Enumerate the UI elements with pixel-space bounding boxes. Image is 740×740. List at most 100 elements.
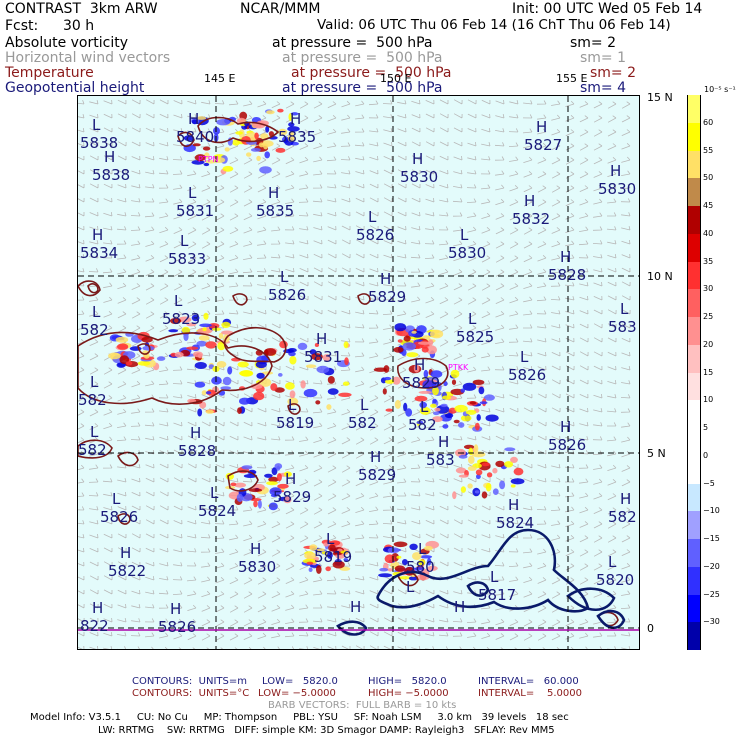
vorticity-cell <box>224 147 230 152</box>
lat-label-15n: 15 N <box>647 91 673 104</box>
vorticity-cell <box>460 388 466 393</box>
vorticity-cell <box>398 576 412 580</box>
vorticity-cell <box>396 555 402 559</box>
vorticity-cell <box>467 483 473 489</box>
vorticity-cell <box>288 122 295 127</box>
vorticity-cell <box>432 416 443 423</box>
vorticity-cell <box>467 466 477 471</box>
colorbar-swatch <box>687 261 701 290</box>
vorticity-cell <box>250 148 261 152</box>
high-marker: H <box>412 150 423 168</box>
plot-title: CONTRAST 3km ARW <box>5 1 158 17</box>
vorticity-cell <box>483 394 495 401</box>
footer-temp-high: HIGH= −5.0000 <box>368 688 449 699</box>
height-center-value: 582 <box>348 414 377 432</box>
vorticity-cell <box>156 356 166 361</box>
colorbar-swatch <box>687 400 701 428</box>
vorticity-cell <box>315 400 321 405</box>
height-center-value: 5819 <box>314 548 352 566</box>
colorbar-swatch <box>687 317 701 345</box>
height-center-value: 5830 <box>598 180 636 198</box>
vorticity-cell <box>308 567 313 572</box>
low-marker: L <box>210 484 219 502</box>
vorticity-cell <box>181 326 191 334</box>
vorticity-cell <box>306 561 314 565</box>
height-center-value: 5825 <box>456 328 494 346</box>
footer-temp-contour-label: CONTOURS: UNITS=°C <box>132 688 250 699</box>
vorticity-cell <box>290 112 299 116</box>
height-center-value: 5830 <box>448 244 486 262</box>
vorticity-cell <box>495 460 505 468</box>
station-label: PTPN <box>198 155 219 164</box>
vorticity-cell <box>283 471 292 478</box>
vorticity-cell <box>504 461 514 468</box>
vorticity-cell <box>263 143 269 150</box>
vorticity-cell <box>469 401 477 405</box>
high-marker: H <box>268 184 279 202</box>
low-marker: L <box>468 310 477 328</box>
vorticity-shading-layer <box>108 108 525 581</box>
vorticity-cell <box>255 361 267 369</box>
vorticity-cell <box>316 548 325 552</box>
vorticity-cell <box>268 502 278 511</box>
vorticity-cell <box>475 422 480 431</box>
vorticity-cell <box>433 411 440 416</box>
vorticity-cell <box>325 566 331 572</box>
vorticity-cell <box>288 113 293 121</box>
low-marker: L <box>520 348 529 366</box>
vorticity-cell <box>454 404 468 413</box>
height-center-value: 5826 <box>356 226 394 244</box>
height-center-value: 5833 <box>168 250 206 268</box>
vorticity-cell <box>205 409 214 414</box>
vorticity-cell <box>397 339 403 343</box>
vorticity-cell <box>260 133 269 140</box>
vorticity-cell <box>178 316 192 323</box>
vorticity-cell <box>430 370 443 378</box>
vorticity-cell <box>268 476 279 483</box>
vorticity-cell <box>473 444 479 454</box>
height-center-value: 5829 <box>402 374 440 392</box>
height-center-value: 5831 <box>176 202 214 220</box>
height-center-value: 5838 <box>92 166 130 184</box>
vorticity-cell <box>499 480 506 490</box>
vorticity-cell <box>468 455 475 464</box>
high-marker: H <box>438 433 449 451</box>
vorticity-cell <box>414 395 428 402</box>
colorbar-tick-label: 45 <box>703 201 714 210</box>
vorticity-cell <box>382 388 387 395</box>
height-center-value: 5828 <box>178 442 216 460</box>
coastline-layer <box>336 528 626 636</box>
station-label: PTKK <box>448 363 469 372</box>
colorbar-tick-label: −30 <box>703 617 720 627</box>
vorticity-cell <box>471 451 486 458</box>
colorbar-swatch <box>687 150 701 179</box>
vorticity-cell <box>198 335 210 341</box>
vorticity-cell <box>329 540 341 546</box>
height-center-value: 5826 <box>548 436 586 454</box>
vorticity-cell <box>183 332 189 341</box>
vorticity-cell <box>117 343 129 350</box>
center-name: NCAR/MMM <box>240 1 321 17</box>
vorticity-cell <box>274 387 285 393</box>
vorticity-cell <box>277 483 289 489</box>
colorbar-swatch <box>687 594 701 623</box>
vorticity-cell <box>316 565 322 574</box>
colorbar-tick-label: −20 <box>703 561 720 571</box>
vorticity-cell <box>241 465 253 470</box>
vorticity-cell <box>264 151 270 159</box>
vorticity-cell <box>237 407 242 414</box>
vorticity-cell <box>394 399 401 409</box>
footer-temp-low: LOW= −5.0000 <box>258 688 336 699</box>
vorticity-cell <box>259 166 272 174</box>
vorticity-cell <box>257 500 262 509</box>
vorticity-cell <box>316 365 330 374</box>
vorticity-cell <box>384 554 395 564</box>
vorticity-cell <box>424 545 433 551</box>
height-center-value: 582 <box>78 441 107 459</box>
high-marker: H <box>610 162 621 180</box>
colorbar-tick-label: 10 <box>703 395 714 405</box>
low-marker: L <box>92 303 101 321</box>
vorticity-cell <box>311 353 323 361</box>
vorticity-cell <box>492 488 499 496</box>
height-center-value: 582 <box>78 391 107 409</box>
